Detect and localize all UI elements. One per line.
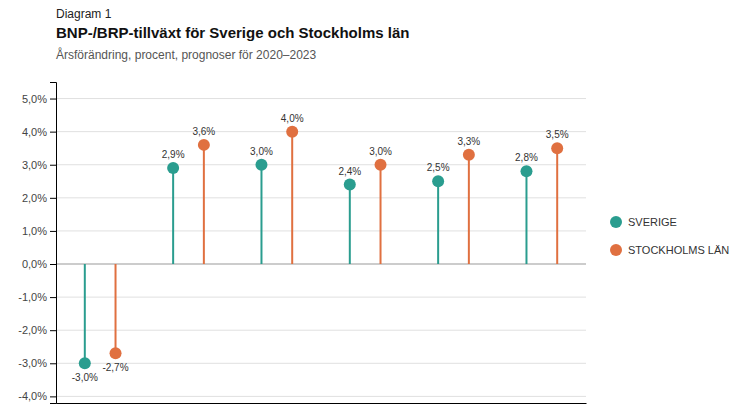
grid-line [56, 131, 586, 132]
tick-mark [50, 99, 56, 100]
data-label: 3,6% [192, 126, 215, 137]
dot [520, 165, 532, 177]
stem [437, 181, 439, 264]
tick: -1,0% [18, 291, 56, 303]
grid-line [56, 297, 586, 298]
dot [344, 179, 356, 191]
tick: -4,0% [18, 390, 56, 402]
dot [551, 142, 563, 154]
tick-mark [50, 198, 56, 199]
stem [172, 168, 174, 264]
grid-line [56, 264, 586, 265]
grid-line [56, 98, 586, 99]
data-label: 4,0% [281, 113, 304, 124]
dot [432, 175, 444, 187]
legend-swatch [610, 244, 622, 256]
legend-label: STOCKHOLMS LÄN [628, 244, 729, 256]
tick-label: 1,0% [22, 225, 47, 237]
dot [286, 126, 298, 138]
tick-label: -3,0% [18, 357, 47, 369]
dot [463, 149, 475, 161]
grid-line [56, 230, 586, 231]
tick: 4,0% [22, 126, 56, 138]
data-labels: -3,0% 2,9% 3,0% 2,4% 2,5% 2,8% -2,7% 3,6% 4,0% 3,… [72, 113, 569, 384]
data-label: 2,5% [427, 162, 450, 173]
title: BNP-/BRP-tillväxt för Sverige och Stockh… [56, 24, 409, 41]
tick: 1,0% [22, 225, 56, 237]
tick-mark [50, 297, 56, 298]
chart: Diagram 1 BNP-/BRP-tillväxt för Sverige o… [0, 0, 746, 419]
stem [556, 148, 558, 264]
legend-swatch [610, 216, 622, 228]
tick-label: -4,0% [18, 390, 47, 402]
dot [375, 159, 387, 171]
legend-item: SVERIGE [610, 216, 677, 228]
stem [115, 264, 117, 353]
data-label: 3,0% [369, 146, 392, 157]
tick-label: 5,0% [22, 93, 47, 105]
marks [79, 126, 563, 370]
data-label: -3,0% [72, 372, 98, 383]
stem [291, 132, 293, 264]
data-label: 3,3% [457, 136, 480, 147]
dot [255, 159, 267, 171]
tick-mark [50, 396, 56, 397]
tick: 5,0% [22, 93, 56, 105]
dot [198, 139, 210, 151]
legend: SVERIGE STOCKHOLMS LÄN [610, 216, 729, 256]
tick: -2,0% [18, 324, 56, 336]
tick: 3,0% [22, 159, 56, 171]
tick-mark [50, 231, 56, 232]
x-axis [57, 403, 587, 405]
tick-label: 2,0% [22, 192, 47, 204]
axis-line [57, 403, 587, 404]
tick-label: 3,0% [22, 159, 47, 171]
grid-line [56, 363, 586, 364]
tick: -3,0% [18, 357, 56, 369]
stem [84, 264, 86, 363]
data-label: 2,4% [338, 166, 361, 177]
stem [468, 155, 470, 264]
tick-label: -1,0% [18, 291, 47, 303]
tick: 0,0% [22, 258, 56, 270]
tick-mark [50, 264, 56, 265]
legend-item: STOCKHOLMS LÄN [610, 244, 729, 256]
stem [525, 171, 527, 264]
data-label: 3,5% [546, 129, 569, 140]
tick-mark [50, 132, 56, 133]
stem [203, 145, 205, 264]
stem [260, 165, 262, 264]
stem [380, 165, 382, 264]
dot [79, 357, 91, 369]
stem [349, 185, 351, 264]
dot [110, 347, 122, 359]
data-label: 2,9% [162, 149, 185, 160]
tick-label: 0,0% [22, 258, 47, 270]
tick-mark [50, 330, 56, 331]
grid-line [56, 396, 586, 397]
tick-mark [50, 363, 56, 364]
data-label: -2,7% [102, 362, 128, 373]
plot: -4,0% -3,0% -2,0% -1,0% 0,0% 1,0% 2,0% 3,0% 4,0%… [18, 83, 586, 404]
tick: 2,0% [22, 192, 56, 204]
annotation: Diagram 1 [56, 7, 112, 21]
y-axis: -4,0% -3,0% -2,0% -1,0% 0,0% 1,0% 2,0% 3,0% 4,0%… [18, 83, 56, 404]
data-label: 3,0% [250, 146, 273, 157]
tick-label: -2,0% [18, 324, 47, 336]
grid-line [56, 330, 586, 331]
legend-label: SVERIGE [628, 216, 677, 228]
dot [167, 162, 179, 174]
tick-mark [50, 165, 56, 166]
axis-line [50, 83, 57, 404]
subtitle: Årsförändring, procent, prognoser för 20… [56, 47, 316, 62]
grid-line [56, 197, 586, 198]
grid [56, 99, 586, 397]
tick-label: 4,0% [22, 126, 47, 138]
grid-line [56, 164, 586, 165]
data-label: 2,8% [515, 152, 538, 163]
